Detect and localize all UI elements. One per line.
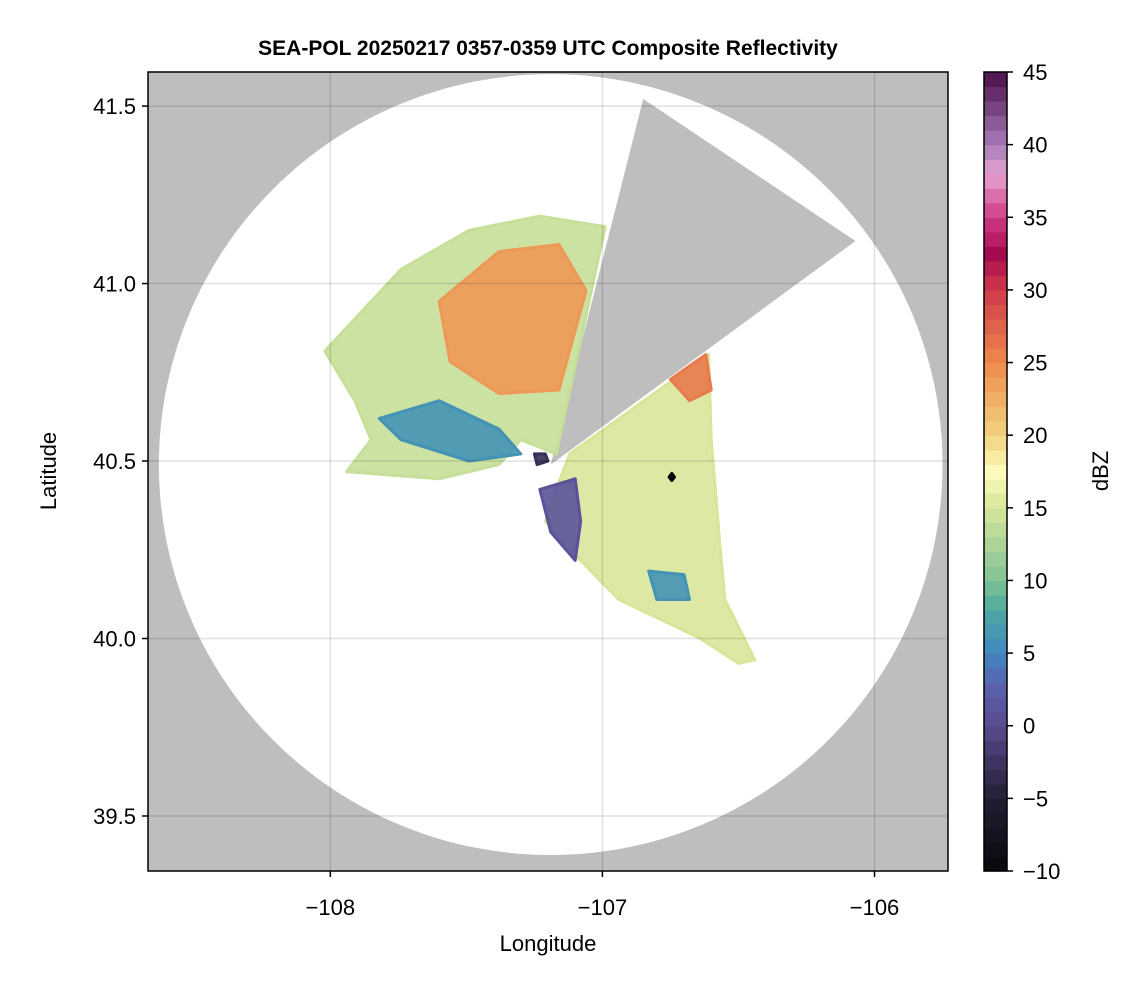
colorbar-bin (984, 841, 1007, 858)
y-axis-ticks: 39.5 40.0 40.5 41.0 41.5 (93, 94, 148, 829)
echo-region-west-weak-band (377, 399, 523, 463)
echo-region-east-weak-patch (647, 569, 691, 601)
colorbar-bin (984, 594, 1007, 611)
colorbar-tick-label: 25 (1023, 351, 1047, 376)
colorbar-bin (984, 275, 1007, 291)
colorbar-bin (984, 638, 1007, 654)
axes-frame (147, 71, 949, 872)
colorbar-bin (984, 536, 1007, 552)
y-tick-label: 40.5 (93, 449, 136, 474)
colorbar-bin (984, 856, 1007, 872)
colorbar-bin (984, 740, 1007, 756)
colorbar-bin (984, 188, 1007, 204)
plot-area (148, 72, 948, 871)
colorbar-tick-label: 40 (1023, 133, 1047, 158)
colorbar-bin (984, 580, 1007, 596)
colorbar-bin (984, 391, 1007, 407)
y-axis-label: Latitude (36, 432, 61, 510)
echo-region-east-stratiform (543, 353, 757, 665)
colorbar-bin (984, 522, 1007, 538)
grid-lines (148, 72, 948, 871)
colorbar-tick-label: 5 (1023, 641, 1035, 666)
colorbar-bin (984, 420, 1007, 436)
colorbar-bin (984, 130, 1007, 146)
y-tick-label: 40.0 (93, 627, 136, 652)
colorbar-bin (984, 348, 1007, 364)
colorbar-tick-label: 20 (1023, 423, 1047, 448)
colorbar-bin (984, 667, 1007, 683)
x-tick-label: −108 (306, 895, 356, 920)
colorbar-bin (984, 217, 1007, 233)
colorbar-bin (984, 333, 1007, 349)
x-axis-ticks: −108 −107 −106 (306, 871, 900, 920)
colorbar-tick-label: −5 (1023, 786, 1048, 811)
colorbar-bin (984, 827, 1007, 843)
colorbar-bin (984, 478, 1007, 494)
colorbar-label: dBZ (1088, 451, 1113, 491)
colorbar-bin (984, 682, 1007, 698)
colorbar-tick-label: 10 (1023, 568, 1047, 593)
blocked-sector (550, 98, 856, 465)
colorbar-bin (984, 362, 1007, 378)
colorbar-bin (984, 711, 1007, 727)
colorbar-bin (984, 798, 1007, 814)
colorbar-bin (984, 159, 1007, 175)
colorbar-bin (984, 86, 1007, 102)
colorbar-bin (984, 304, 1007, 320)
colorbar-bin (984, 812, 1007, 829)
colorbar-tick-label: −10 (1023, 859, 1060, 884)
echo-region-point-echo (667, 471, 677, 483)
colorbar-bin (984, 769, 1007, 785)
colorbar-bin (984, 624, 1007, 640)
colorbar-bin (984, 435, 1007, 451)
colorbar-bin (984, 493, 1007, 509)
colorbar-bin (984, 289, 1007, 306)
x-tick-label: −106 (850, 895, 900, 920)
colorbar-bin (984, 173, 1007, 189)
colorbar-bin (984, 406, 1007, 422)
colorbar-bin (984, 449, 1007, 465)
colorbar-frame (983, 71, 1008, 872)
colorbar-bin (984, 202, 1007, 218)
colorbar-bin (984, 260, 1007, 276)
colorbar-bin (984, 72, 1007, 88)
echo-region-east-weak-edge (538, 477, 583, 562)
colorbar-bin (984, 653, 1007, 669)
colorbar-bin (984, 318, 1007, 335)
colorbar-tick-label: 45 (1023, 60, 1047, 85)
echo-region-near-radar-clutter (532, 452, 550, 467)
colorbar-bin (984, 464, 1007, 480)
colorbar-bin (984, 783, 1007, 799)
colorbar-bin (984, 115, 1007, 131)
colorbar-tick-label: 35 (1023, 205, 1047, 230)
y-tick-label: 41.0 (93, 272, 136, 297)
colorbar-bin (984, 725, 1007, 741)
x-tick-label: −107 (578, 895, 628, 920)
y-tick-label: 41.5 (93, 94, 136, 119)
colorbar-bin (984, 696, 1007, 712)
colorbar-bin (984, 754, 1007, 770)
x-axis-label: Longitude (500, 931, 597, 956)
y-tick-label: 39.5 (93, 804, 136, 829)
colorbar-bin (984, 565, 1007, 582)
chart-title: SEA-POL 20250217 0357-0359 UTC Composite… (258, 37, 838, 60)
colorbar-bin (984, 231, 1007, 247)
colorbar-tick-label: 30 (1023, 278, 1047, 303)
colorbar-bin (984, 551, 1007, 567)
colorbar-bin (984, 377, 1007, 393)
colorbar: −10 −5 0 5 10 15 20 25 30 35 40 45 (983, 60, 1060, 884)
colorbar-bin (984, 507, 1007, 523)
echo-region-east-core (668, 353, 713, 403)
colorbar-bin (984, 609, 1007, 625)
colorbar-tick-label: 0 (1023, 714, 1035, 739)
colorbar-tick-label: 15 (1023, 496, 1047, 521)
colorbar-bin (984, 144, 1007, 160)
echo-region-west-core (437, 243, 588, 396)
colorbar-bin (984, 246, 1007, 262)
colorbar-bin (984, 101, 1007, 117)
